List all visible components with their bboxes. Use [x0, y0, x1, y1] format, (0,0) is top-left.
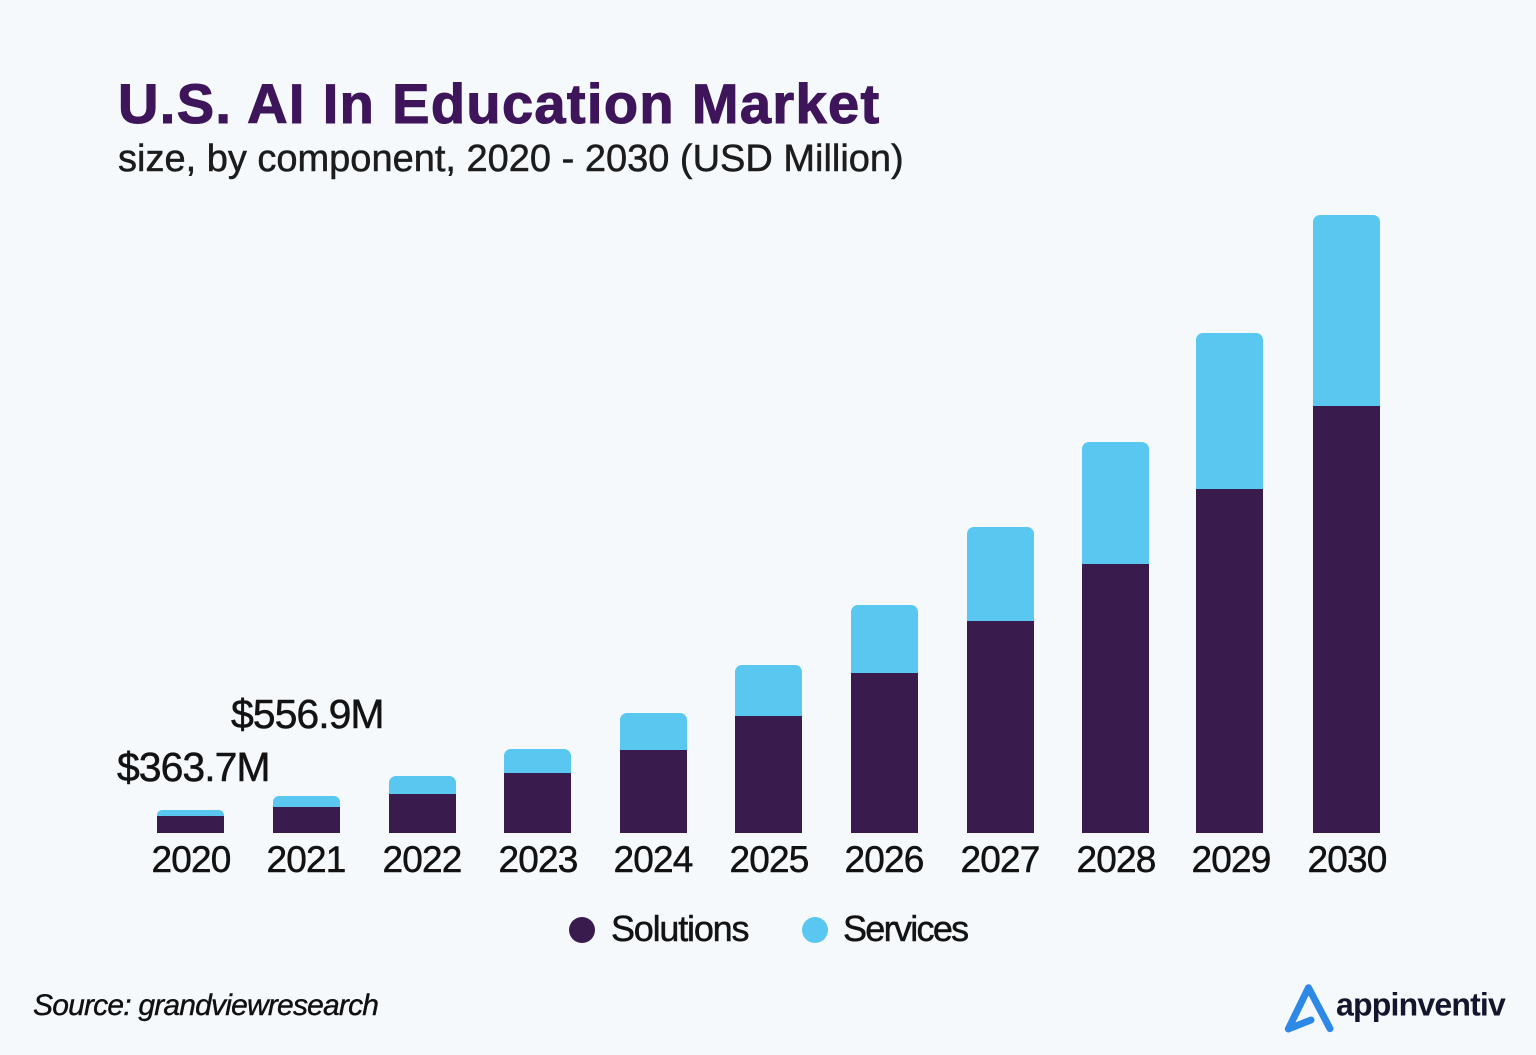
svg-text:appinventiv: appinventiv — [1336, 987, 1506, 1023]
